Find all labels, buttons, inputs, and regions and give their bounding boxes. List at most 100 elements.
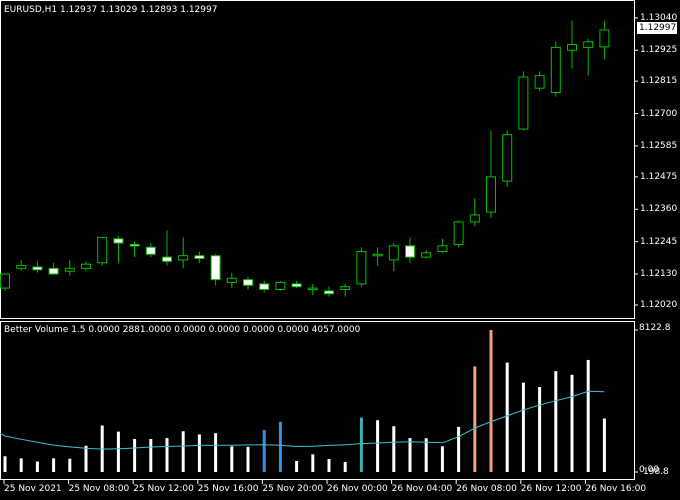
volume-bar: [538, 387, 542, 472]
candle-bear: [162, 256, 172, 262]
candle-bear: [324, 290, 334, 295]
main-chart-frame: [0, 0, 635, 319]
ohlc-text: 1.12937 1.13029 1.12893 1.12997: [60, 5, 218, 15]
volume-bar: [197, 434, 201, 472]
candle-bull: [437, 245, 448, 252]
time-tick-label: 25 Nov 08:00: [68, 484, 130, 494]
candle-bull: [307, 287, 318, 291]
price-tick-label: 1.12815: [640, 76, 678, 87]
price-tick-label: 1.12925: [640, 45, 678, 56]
candle-bull: [81, 263, 91, 269]
candle-bull: [372, 253, 383, 257]
candle-bull: [64, 267, 75, 272]
candle-bull: [550, 46, 561, 93]
volume-bar: [505, 362, 509, 472]
volume-bar: [116, 431, 120, 472]
volume-bar: [521, 382, 525, 472]
time-tick-label: 25 Nov 12:00: [133, 484, 194, 494]
volume-bar: [3, 456, 7, 472]
volume-bar: [408, 438, 412, 472]
volume-bar: [457, 426, 461, 472]
volume-bar: [246, 446, 250, 472]
candle-bull: [599, 29, 610, 48]
price-tick-label: 1.12700: [640, 108, 678, 119]
price-tick-label: 1.12020: [640, 299, 678, 310]
volume-bar: [35, 461, 39, 472]
volume-bar: [570, 374, 574, 472]
current-price-label: 1.12997: [637, 22, 677, 34]
candle-bull: [356, 250, 367, 285]
candle-bear: [259, 283, 270, 290]
volume-bar: [181, 431, 185, 472]
volume-bar: [440, 446, 444, 472]
candle-bull: [469, 214, 480, 223]
time-tick-label: 25 Nov 16:00: [197, 484, 259, 494]
chart-symbol-label: EURUSD,H1 1.12937 1.13029 1.12893 1.1299…: [4, 5, 217, 16]
symbol-text: EURUSD,H1: [4, 5, 58, 15]
candle-bull: [567, 44, 577, 51]
volume-bar: [278, 421, 282, 472]
volume-bar: [473, 366, 477, 472]
candle-bear: [405, 245, 415, 258]
candle-bear: [113, 238, 124, 244]
candle-bull: [0, 273, 10, 289]
time-tick-label: 26 Nov 04:00: [391, 484, 453, 494]
volume-bar: [489, 330, 493, 472]
candle-bear: [243, 279, 253, 286]
volume-bar: [230, 446, 234, 472]
volume-bar: [602, 418, 606, 472]
time-tick-label: 25 Nov 20:00: [262, 484, 324, 494]
candle-bear: [129, 243, 140, 247]
candle-bull: [16, 265, 27, 269]
time-axis-ticks: [3, 480, 586, 484]
price-tick-label: 1.12475: [640, 171, 678, 182]
candle-bull: [421, 252, 432, 258]
time-tick-label: 26 Nov 08:00: [456, 484, 517, 494]
volume-bar: [214, 433, 218, 472]
volume-bar: [327, 459, 331, 472]
candle-bull: [453, 221, 464, 245]
price-tick-label: 1.12360: [640, 204, 678, 215]
indicator-frame: [0, 321, 635, 480]
volume-bars-layer: [3, 330, 606, 472]
candles-layer: [0, 20, 610, 297]
price-tick-label: 1.12245: [640, 236, 678, 247]
candle-bull: [226, 277, 237, 283]
volume-bar: [262, 430, 266, 472]
indicator-zero-label: 198.8: [643, 467, 669, 477]
time-tick-label: 26 Nov 12:00: [520, 484, 582, 494]
volume-bar: [392, 426, 396, 472]
candle-bull: [534, 75, 545, 89]
volume-bar: [554, 371, 558, 472]
price-tick-label: 1.12585: [640, 140, 678, 151]
volume-bar: [84, 445, 88, 472]
candle-bear: [291, 283, 302, 288]
volume-bar: [343, 462, 347, 472]
volume-bar: [165, 438, 169, 472]
volume-bar: [359, 417, 363, 472]
indicator-title: Better Volume 1.5 0.0000 2881.0000 0.000…: [4, 325, 361, 335]
volume-bar: [295, 460, 299, 472]
candle-bear: [194, 255, 205, 260]
volume-bar: [133, 438, 137, 472]
price-axis-ticks: [634, 17, 638, 473]
indicator-min-label: 0.00: [639, 465, 660, 475]
candle-bear: [48, 267, 59, 275]
volume-bar: [311, 454, 315, 472]
candle-bear: [32, 266, 43, 271]
volume-bar: [424, 438, 428, 472]
candle-bull: [583, 41, 594, 48]
candle-bull: [486, 176, 496, 213]
candle-bull: [275, 281, 286, 290]
volume-bar: [586, 359, 590, 472]
time-tick-label: 26 Nov 00:00: [327, 484, 388, 494]
volume-bar: [52, 458, 56, 472]
candle-bear: [145, 246, 156, 255]
candle-bull: [518, 76, 529, 130]
volume-bar: [376, 420, 380, 472]
candle-bull: [340, 286, 351, 290]
time-tick-label: 25 Nov 2021: [4, 484, 62, 494]
volume-bar: [19, 458, 23, 472]
candle-bull: [502, 134, 513, 182]
